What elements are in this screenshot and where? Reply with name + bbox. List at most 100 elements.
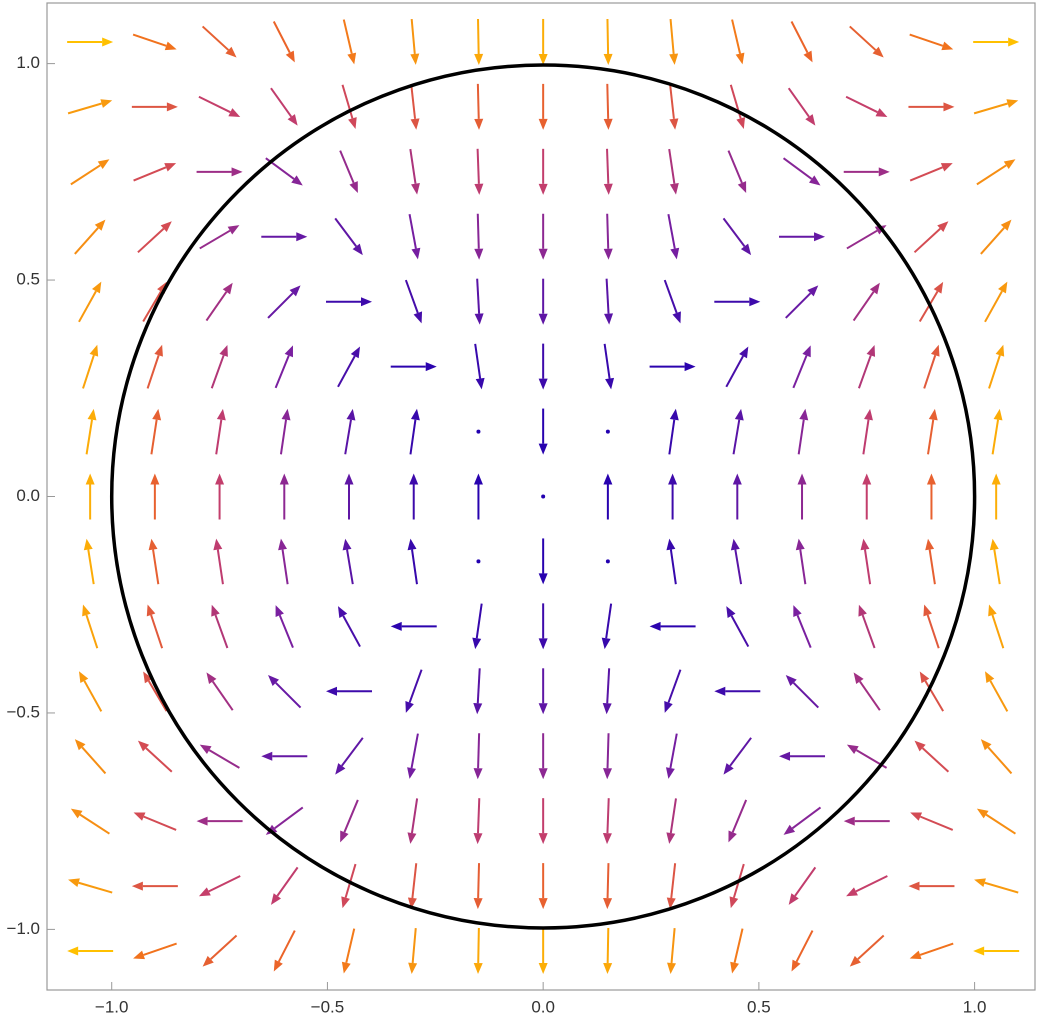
arrow-shaft <box>667 213 676 249</box>
arrow-head <box>672 311 681 324</box>
arrow-head <box>342 538 352 551</box>
arrow-head <box>933 281 944 294</box>
arrow-head <box>538 833 548 845</box>
vector-arrow <box>137 221 172 254</box>
arrow-head <box>425 362 437 372</box>
arrow-head <box>998 281 1008 294</box>
arrow-head <box>602 832 612 845</box>
arrow-shaft <box>606 668 611 704</box>
arrow-shaft <box>921 747 950 773</box>
arrow-shaft <box>341 737 364 767</box>
arrow-head <box>352 243 363 256</box>
arrow-head <box>538 768 548 780</box>
arrow-head <box>100 99 113 108</box>
arrow-shaft <box>408 669 423 703</box>
y-tick-label: −0.5 <box>6 702 40 721</box>
vector-arrow <box>78 671 103 712</box>
vector-arrow <box>133 163 177 182</box>
vector-arrow <box>473 473 483 520</box>
arrow-shaft <box>849 25 877 51</box>
arrow-shaft <box>143 942 177 956</box>
vector-arrow <box>407 733 419 779</box>
vector-arrow <box>67 37 114 47</box>
arrow-shaft <box>984 290 1003 323</box>
arrow-head <box>285 50 295 63</box>
arrow-head <box>785 675 797 686</box>
vector-arrow <box>78 281 102 323</box>
vector-arrow <box>726 606 750 648</box>
arrow-shaft <box>410 733 419 769</box>
arrow-shaft <box>605 278 610 314</box>
arrow-head <box>74 739 86 751</box>
arrow-shaft <box>923 354 937 389</box>
arrow-shaft <box>973 102 1008 115</box>
vector-arrow <box>473 798 483 845</box>
arrow-head <box>668 473 678 485</box>
arrow-head <box>808 175 821 186</box>
vector-arrow <box>976 808 1016 835</box>
arrow-shaft <box>475 603 483 639</box>
arrow-head <box>350 346 361 359</box>
arrow-head <box>538 573 548 585</box>
arrow-shaft <box>993 549 1001 585</box>
arrow-shaft <box>913 227 941 254</box>
vector-arrow <box>213 538 224 585</box>
arrow-head <box>603 118 613 130</box>
arrow-shaft <box>722 217 746 247</box>
arrow-head <box>1006 99 1019 108</box>
arrow-shaft <box>606 83 610 119</box>
arrow-head <box>726 606 736 618</box>
arrow-shaft <box>274 355 290 389</box>
x-tick-label: 0.5 <box>747 997 771 1016</box>
arrow-head <box>603 768 613 780</box>
arrow-shaft <box>919 815 954 831</box>
arrow-head <box>150 473 160 485</box>
vector-arrow <box>199 225 240 250</box>
arrow-head <box>196 816 208 826</box>
vector-arrow <box>666 863 677 909</box>
vector-arrow <box>602 668 612 715</box>
vector-point <box>605 559 610 564</box>
arrow-head <box>601 637 611 650</box>
arrow-shaft <box>927 419 935 455</box>
vector-arrow <box>858 604 876 649</box>
arrow-head <box>729 896 739 909</box>
vector-arrow <box>538 148 548 195</box>
arrow-head <box>346 408 356 421</box>
arrow-head <box>538 183 548 195</box>
vector-arrow <box>538 863 548 910</box>
vector-arrow <box>988 344 1005 389</box>
vector-arrow <box>538 278 548 325</box>
arrow-shaft <box>210 355 225 389</box>
vector-arrow <box>273 930 296 972</box>
arrow-head <box>278 538 287 551</box>
arrow-shaft <box>852 291 875 322</box>
arrow-shaft <box>345 928 356 963</box>
arrow-head <box>70 808 83 819</box>
arrow-shaft <box>928 549 936 585</box>
arrow-head <box>803 50 813 63</box>
vector-arrow <box>604 278 614 325</box>
vector-arrow <box>132 33 177 51</box>
vector-arrow <box>215 473 225 520</box>
arrow-head <box>728 830 737 843</box>
vector-arrow <box>270 866 299 905</box>
arrow-shaft <box>477 733 481 769</box>
arrow-shaft <box>341 84 354 119</box>
arrow-head <box>1003 159 1016 170</box>
arrow-shaft <box>334 217 358 247</box>
arrow-head <box>474 53 484 65</box>
arrow-head <box>409 473 419 485</box>
arrow-shaft <box>926 614 940 649</box>
arrow-shaft <box>276 866 299 897</box>
arrow-head <box>797 473 807 485</box>
vector-arrow <box>408 928 418 974</box>
vector-arrow <box>779 751 826 761</box>
vector-arrow <box>83 538 95 585</box>
vector-arrow <box>668 148 679 195</box>
arrow-shaft <box>861 614 876 649</box>
vector-arrow <box>405 669 423 713</box>
vector-arrow <box>199 744 240 769</box>
vector-arrow <box>843 816 890 826</box>
arrow-head <box>872 46 884 58</box>
